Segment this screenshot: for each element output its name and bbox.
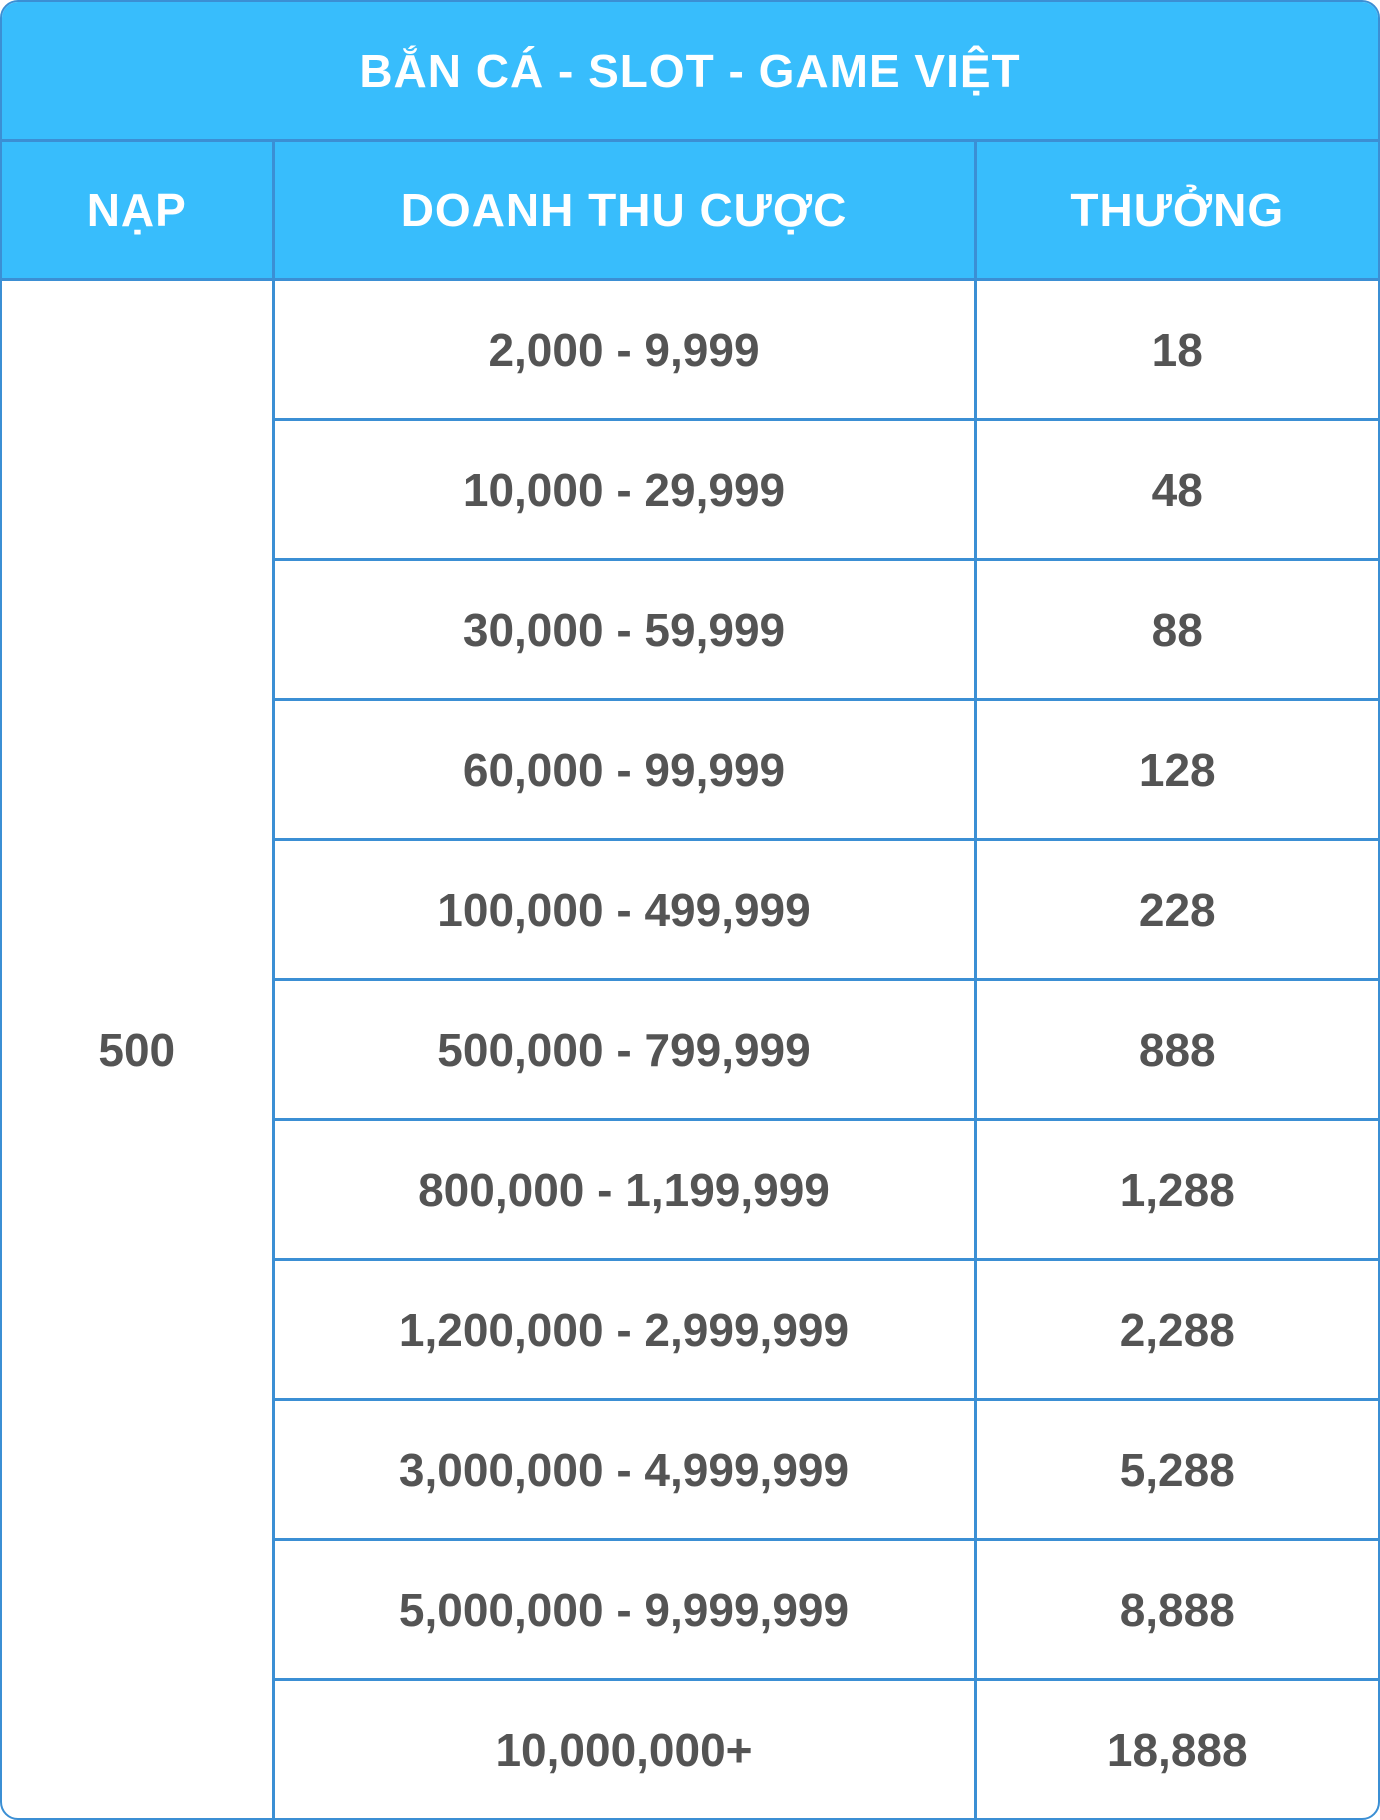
table-row: 1,200,000 - 2,999,999 2,288 — [2, 1259, 1378, 1401]
thuong-cell: 228 — [975, 839, 1378, 981]
thuong-cell: 888 — [975, 979, 1378, 1121]
table-row: 10,000 - 29,999 48 — [2, 419, 1378, 561]
header-doanh-thu: DOANH THU CƯỢC — [273, 142, 977, 281]
thuong-cell: 128 — [975, 699, 1378, 841]
doanh-thu-cell: 30,000 - 59,999 — [273, 559, 977, 701]
table-row: 60,000 - 99,999 128 — [2, 699, 1378, 841]
table-row: 30,000 - 59,999 88 — [2, 559, 1378, 701]
table-title: BẮN CÁ - SLOT - GAME VIỆT — [2, 2, 1378, 142]
header-nap: NẠP — [2, 142, 275, 281]
doanh-thu-cell: 3,000,000 - 4,999,999 — [273, 1399, 977, 1541]
nap-value-cell: 500 — [2, 279, 275, 1818]
thuong-cell: 5,288 — [975, 1399, 1378, 1541]
table-row: 5,000,000 - 9,999,999 8,888 — [2, 1539, 1378, 1681]
table-row: 3,000,000 - 4,999,999 5,288 — [2, 1399, 1378, 1541]
table-row: 500,000 - 799,999 888 — [2, 979, 1378, 1121]
doanh-thu-cell: 1,200,000 - 2,999,999 — [273, 1259, 977, 1401]
doanh-thu-cell: 60,000 - 99,999 — [273, 699, 977, 841]
thuong-cell: 48 — [975, 419, 1378, 561]
doanh-thu-cell: 2,000 - 9,999 — [273, 279, 977, 421]
thuong-cell: 18,888 — [1106, 1723, 1248, 1776]
table-row: 100,000 - 499,999 228 — [2, 839, 1378, 981]
doanh-thu-cell: 100,000 - 499,999 — [273, 839, 977, 981]
doanh-thu-cell: 500,000 - 799,999 — [273, 979, 977, 1121]
thuong-cell: 1,288 — [975, 1119, 1378, 1261]
doanh-thu-cell: 5,000,000 - 9,999,999 — [273, 1539, 977, 1681]
table-row: 800,000 - 1,199,999 1,288 — [2, 1119, 1378, 1261]
thuong-cell: 2,288 — [975, 1259, 1378, 1401]
header-row: NẠP DOANH THU CƯỢC THƯỞNG — [2, 142, 1378, 281]
thuong-cell: 88 — [975, 559, 1378, 701]
doanh-thu-cell: 800,000 - 1,199,999 — [273, 1119, 977, 1261]
thuong-cell: 8,888 — [975, 1539, 1378, 1681]
table-row: 500 2,000 - 9,999 18 — [2, 279, 1378, 1818]
bonus-table: NẠP DOANH THU CƯỢC THƯỞNG 500 2,000 - 9,… — [2, 142, 1378, 1818]
doanh-thu-cell: 10,000,000+ — [273, 1679, 977, 1818]
doanh-thu-cell: 10,000 - 29,999 — [273, 419, 977, 561]
thuong-cell: 18 — [975, 279, 1378, 421]
table-row: 10,000,000+ 18,888 — [2, 1679, 1378, 1818]
header-thuong: THƯỞNG — [975, 142, 1378, 281]
